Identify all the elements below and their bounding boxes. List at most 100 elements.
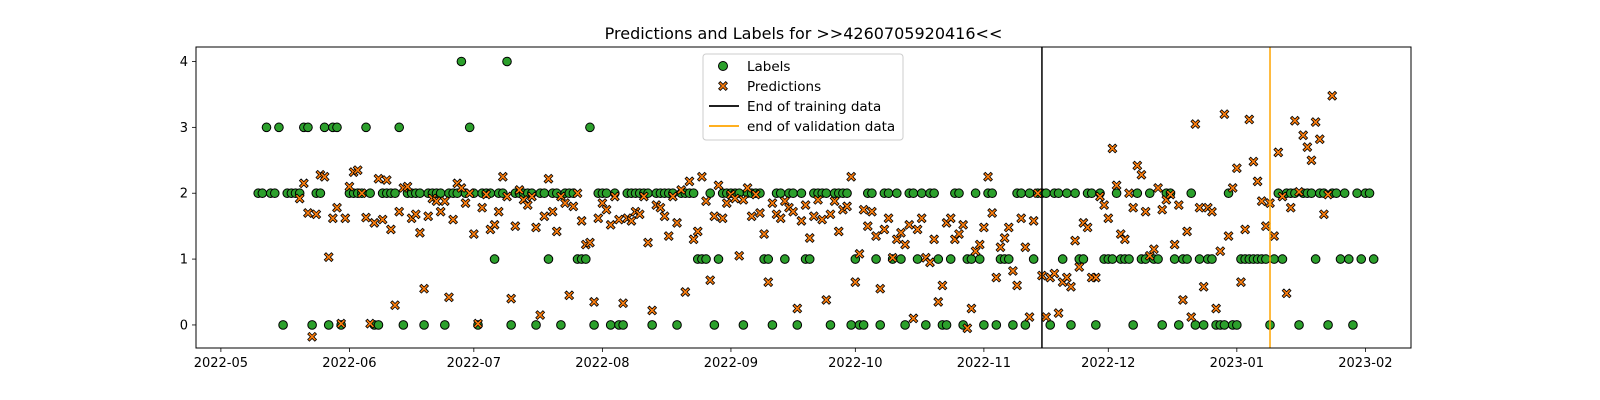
prediction-point bbox=[871, 231, 882, 241]
prediction-point bbox=[1103, 213, 1114, 224]
prediction-point bbox=[937, 280, 948, 291]
label-point bbox=[775, 188, 786, 199]
prediction-point bbox=[443, 292, 454, 303]
prediction-point bbox=[1260, 221, 1271, 232]
label-point bbox=[1045, 320, 1056, 330]
prediction-point bbox=[1070, 235, 1081, 246]
label-point bbox=[580, 254, 591, 264]
label-point bbox=[394, 122, 404, 133]
prediction-point bbox=[742, 182, 753, 193]
prediction-point bbox=[1140, 206, 1151, 217]
prediction-point bbox=[721, 198, 732, 209]
label-point bbox=[618, 320, 628, 330]
label-point bbox=[1057, 254, 1068, 264]
label-point bbox=[1343, 254, 1354, 264]
prediction-point bbox=[978, 222, 989, 233]
prediction-point bbox=[1003, 222, 1014, 233]
prediction-point bbox=[1099, 200, 1110, 211]
label-point bbox=[1062, 188, 1072, 199]
label-point bbox=[269, 188, 280, 199]
prediction-point bbox=[1252, 176, 1263, 187]
label-point bbox=[900, 320, 910, 330]
label-point bbox=[709, 320, 720, 330]
label-point bbox=[1368, 254, 1379, 264]
label-point bbox=[647, 320, 657, 330]
y-tick-label: 3 bbox=[180, 121, 188, 136]
label-point bbox=[585, 122, 595, 133]
label-point bbox=[780, 254, 790, 264]
y-tick-label: 1 bbox=[180, 253, 188, 268]
label-point bbox=[601, 188, 612, 199]
prediction-point bbox=[663, 231, 674, 241]
label-point bbox=[858, 320, 869, 330]
label-point bbox=[867, 188, 877, 199]
prediction-point bbox=[1049, 268, 1060, 279]
prediction-point bbox=[676, 184, 687, 195]
prediction-point bbox=[481, 189, 492, 200]
prediction-point bbox=[332, 202, 342, 213]
prediction-point bbox=[1095, 191, 1105, 202]
label-point bbox=[954, 188, 964, 199]
prediction-point bbox=[369, 217, 380, 228]
prediction-point bbox=[705, 275, 716, 286]
prediction-point bbox=[435, 206, 446, 217]
label-point bbox=[1003, 254, 1014, 264]
prediction-point bbox=[796, 215, 807, 226]
label-point bbox=[489, 254, 500, 264]
prediction-point bbox=[1306, 155, 1317, 166]
x-tick-label: 2022-05 bbox=[194, 356, 248, 371]
prediction-point bbox=[1294, 186, 1305, 197]
prediction-point bbox=[439, 196, 450, 207]
label-point bbox=[871, 254, 881, 264]
prediction-point bbox=[352, 165, 363, 176]
prediction-point bbox=[862, 221, 873, 232]
prediction-point bbox=[1269, 231, 1280, 241]
prediction-point bbox=[966, 303, 977, 314]
prediction-point bbox=[672, 217, 682, 228]
prediction-point bbox=[1124, 188, 1134, 199]
label-point bbox=[979, 320, 989, 330]
label-point bbox=[1232, 320, 1242, 330]
prediction-point bbox=[883, 213, 894, 224]
prediction-point bbox=[1153, 182, 1164, 193]
prediction-point bbox=[626, 215, 637, 226]
label-point bbox=[1132, 188, 1143, 199]
prediction-point bbox=[1314, 134, 1325, 145]
prediction-point bbox=[1128, 202, 1139, 213]
prediction-point bbox=[779, 196, 790, 207]
label-point bbox=[506, 320, 516, 330]
label-point bbox=[825, 320, 836, 330]
label-point bbox=[1194, 254, 1205, 264]
prediction-point bbox=[489, 219, 500, 230]
prediction-point bbox=[1215, 246, 1226, 257]
label-point bbox=[1124, 254, 1134, 264]
prediction-point bbox=[609, 191, 620, 202]
prediction-point bbox=[1024, 312, 1035, 323]
prediction-point bbox=[879, 224, 890, 235]
prediction-point bbox=[614, 214, 624, 225]
prediction-point bbox=[1066, 281, 1076, 292]
label-point bbox=[539, 188, 550, 199]
prediction-point bbox=[987, 208, 998, 218]
prediction-point bbox=[1107, 143, 1118, 154]
prediction-point bbox=[1016, 213, 1027, 224]
prediction-point bbox=[1285, 202, 1296, 213]
label-point bbox=[365, 188, 375, 199]
prediction-point bbox=[900, 239, 911, 250]
label-point bbox=[929, 188, 939, 199]
prediction-point bbox=[684, 176, 695, 187]
label-point bbox=[398, 320, 409, 330]
prediction-point bbox=[327, 213, 338, 224]
prediction-point bbox=[1211, 303, 1222, 314]
label-point bbox=[788, 188, 798, 199]
label-point bbox=[892, 188, 902, 199]
prediction-point bbox=[655, 202, 666, 213]
prediction-point bbox=[1248, 156, 1259, 167]
prediction-point bbox=[1244, 114, 1255, 125]
label-point bbox=[916, 188, 927, 199]
label-point bbox=[1091, 320, 1101, 330]
label-point bbox=[1111, 188, 1122, 199]
prediction-point bbox=[688, 234, 699, 245]
prediction-point bbox=[1144, 250, 1155, 261]
prediction-point bbox=[904, 219, 915, 230]
